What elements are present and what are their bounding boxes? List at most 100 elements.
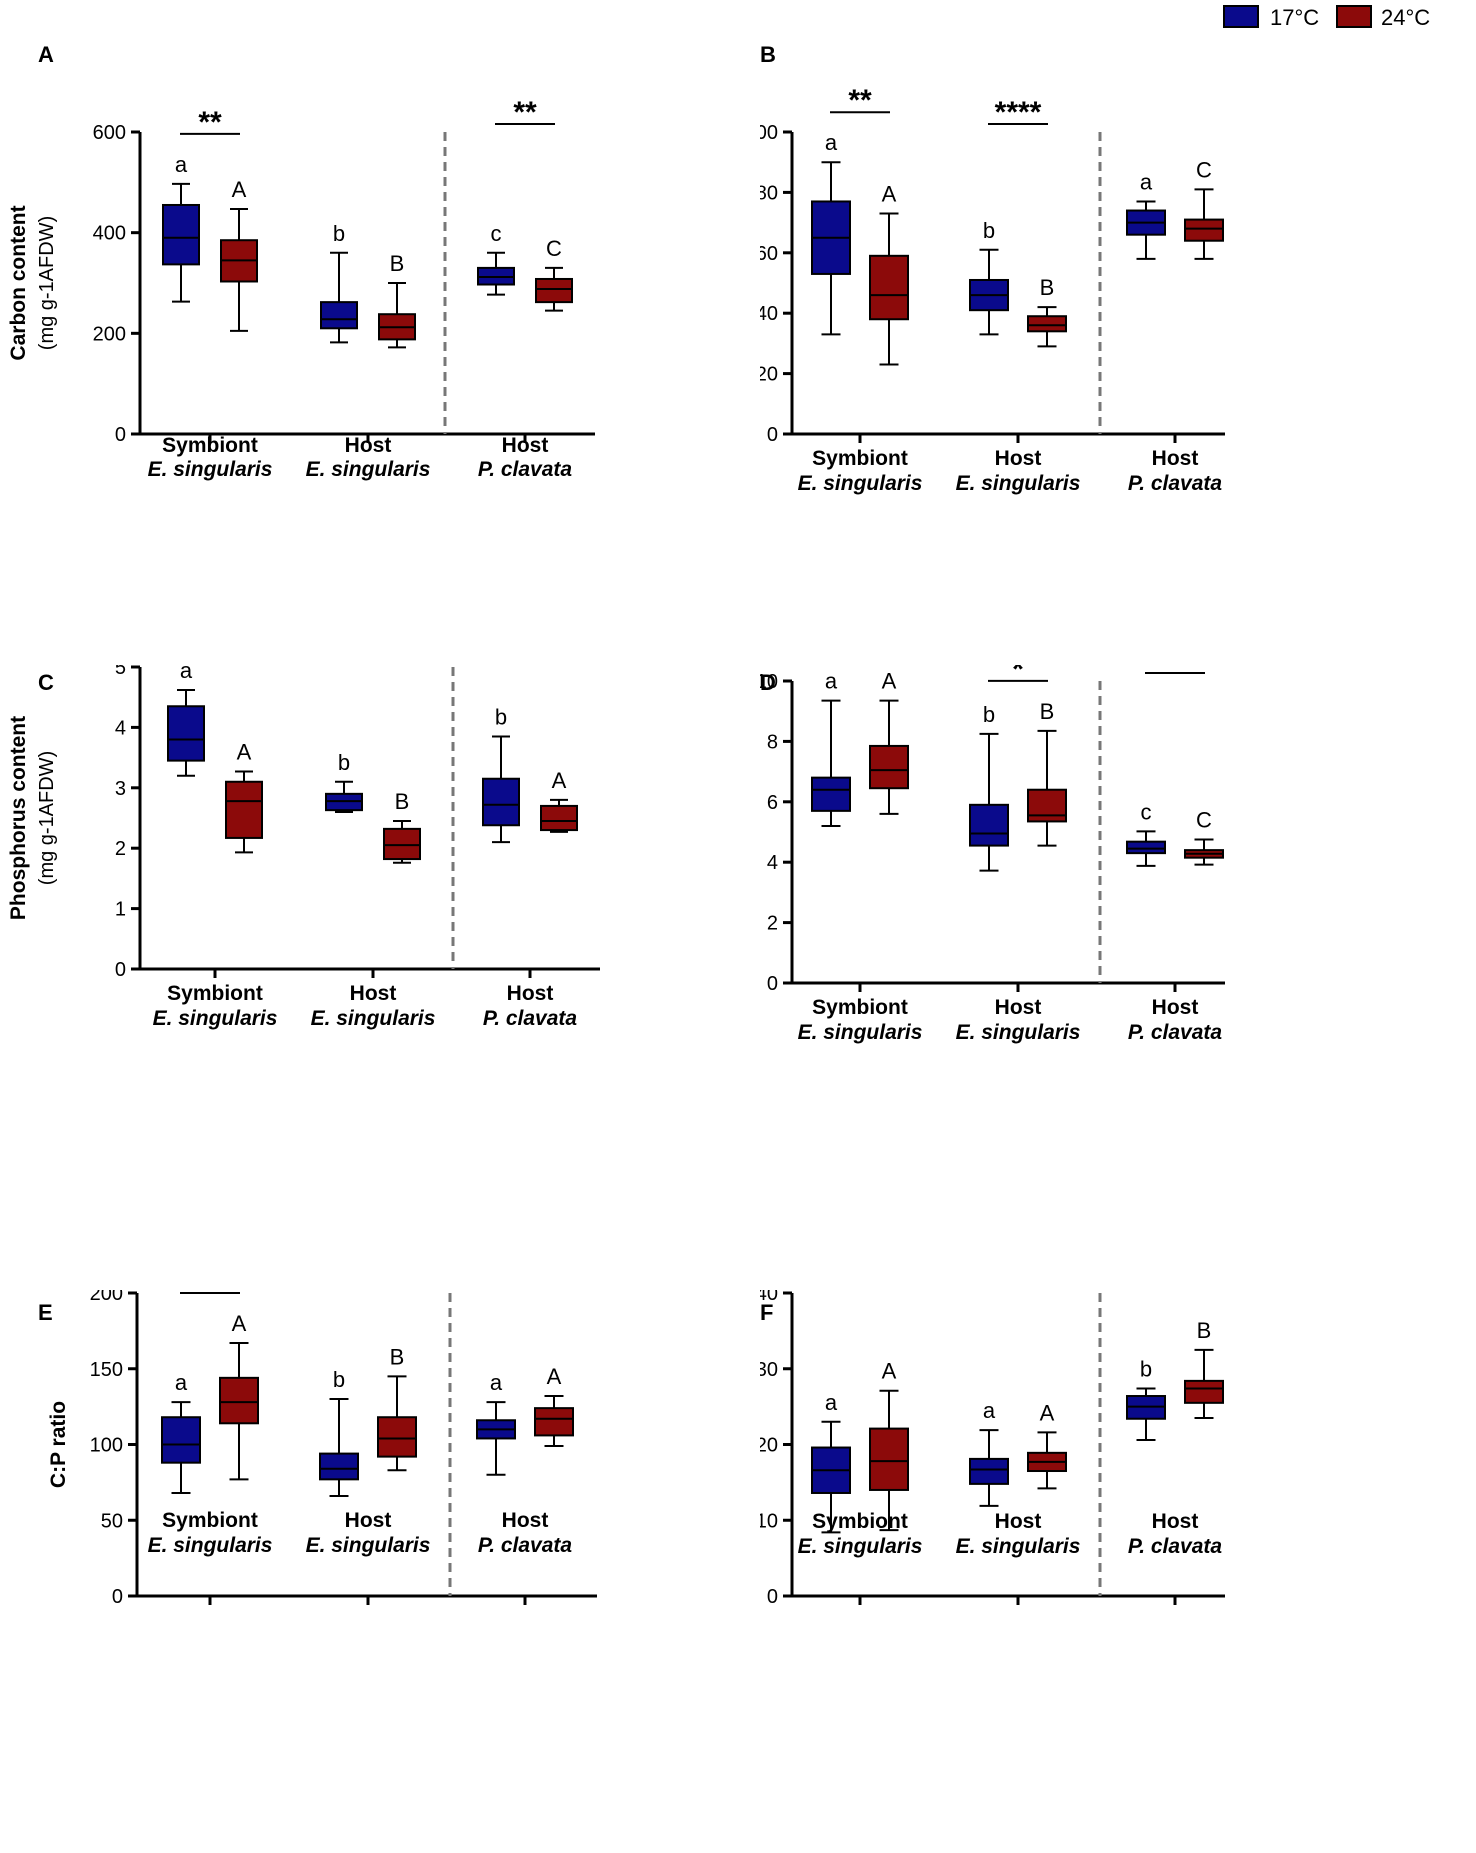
x-group-label: Symbiont <box>812 1510 908 1533</box>
box-24c-group0: A <box>225 739 263 854</box>
x-group-label: Symbiont <box>167 982 263 1005</box>
x-group-species: E. singularis <box>798 472 923 495</box>
box-24c-group2: C <box>535 236 573 312</box>
y-tick-label: 8 <box>767 731 778 753</box>
y-tick-label: 5 <box>115 665 126 679</box>
x-group-label: Symbiont <box>812 447 908 470</box>
panel-letter: B <box>760 42 776 67</box>
stat-letter: A <box>552 768 567 793</box>
box-24c-group1: B <box>1027 275 1067 348</box>
box-24c-group2: A <box>534 1364 574 1448</box>
y-tick-label: 1 <box>115 899 126 921</box>
box-17c-group2: b <box>1126 1356 1166 1441</box>
significance-stars: ** <box>1163 665 1187 678</box>
panel-C: C Phosphorus content (mg g-1AFDW) 0 1 2 3 4 5 Sym… <box>7 665 600 1030</box>
panel-letter: D <box>760 670 776 695</box>
x-group-species: E. singularis <box>153 1007 278 1030</box>
y-tick-label: 0 <box>767 973 778 995</box>
box-24c-group1: B <box>1027 699 1067 847</box>
x-group-species: E. singularis <box>306 1534 431 1557</box>
box-iqr <box>811 776 851 812</box>
box-17c-group0: a <box>811 1390 851 1534</box>
y-tick-label: 150 <box>90 1359 123 1381</box>
stat-letter: a <box>490 1370 503 1395</box>
box-17c-group2: a <box>1126 169 1166 260</box>
significance-stars: **** <box>995 96 1042 129</box>
stat-letter: B <box>395 789 410 814</box>
stat-letter: b <box>495 704 507 729</box>
box-24c-group0: A <box>220 177 258 332</box>
box-iqr <box>1027 788 1067 823</box>
stat-letter: a <box>825 130 838 155</box>
stat-letter: a <box>825 1390 838 1415</box>
box-24c-group1: B <box>378 251 416 349</box>
y-tick-label: 40 <box>760 1290 778 1305</box>
y-tick-label: 4 <box>767 852 778 874</box>
y-axis-label: C:P ratio <box>47 1401 70 1488</box>
box-17c-group0: a <box>161 1370 201 1494</box>
box-iqr <box>869 254 909 321</box>
x-group-label: Host <box>995 1510 1042 1533</box>
stat-letter: B <box>390 251 405 276</box>
box-iqr <box>161 1416 201 1464</box>
y-tick-label: 0 <box>767 424 778 446</box>
panel-letter: C <box>38 670 54 695</box>
panel-letter: E <box>38 1300 53 1325</box>
y-tick-label: 2 <box>115 838 126 860</box>
significance-stars: ** <box>198 106 222 139</box>
box-24c-group0: A <box>869 1359 909 1532</box>
box-24c-group0: A <box>869 182 909 366</box>
box-iqr <box>869 1427 909 1491</box>
y-tick-label: 100 <box>90 1435 123 1457</box>
box-iqr <box>535 277 573 304</box>
x-group-species: P. clavata <box>483 1007 578 1030</box>
box-17c-group1: b <box>969 218 1009 336</box>
box-17c-group1: b <box>325 750 363 813</box>
y-axis-unit: (mg g-1AFDW) <box>36 216 58 350</box>
significance-stars: * <box>1012 665 1024 686</box>
box-iqr <box>320 301 358 330</box>
x-group-species: E. singularis <box>956 472 1081 495</box>
y-tick-label: 2 <box>767 913 778 935</box>
box-iqr <box>540 804 578 832</box>
box-17c-group0: a <box>162 152 200 303</box>
x-group-label: Symbiont <box>812 996 908 1019</box>
box-24c-group1: B <box>377 1344 417 1472</box>
y-axis-label: Phosphorus content <box>7 716 30 920</box>
y-tick-label: 60 <box>760 243 778 265</box>
box-iqr <box>969 1457 1009 1485</box>
stat-letter: C <box>1196 808 1212 833</box>
box-17c-group2: a <box>476 1370 516 1476</box>
y-tick-label: 100 <box>760 122 778 144</box>
stat-letter: a <box>825 669 838 694</box>
x-group-species: E. singularis <box>956 1535 1081 1558</box>
box-iqr <box>219 1376 259 1425</box>
x-group-label: Host <box>502 434 549 457</box>
stat-letter: a <box>175 1370 188 1395</box>
x-group-label: Host <box>995 996 1042 1019</box>
stat-letter: a <box>180 665 193 683</box>
stat-letter: C <box>1196 157 1212 182</box>
x-group-label: Host <box>345 434 392 457</box>
x-group-species: P. clavata <box>1128 472 1223 495</box>
box-24c-group1: B <box>383 789 421 864</box>
stat-letter: A <box>882 1359 897 1384</box>
box-17c-group1: b <box>320 221 358 344</box>
box-iqr <box>383 827 421 861</box>
stat-letter: B <box>390 1344 405 1369</box>
x-group-label: Symbiont <box>162 1509 258 1532</box>
box-17c-group2: b <box>482 704 520 844</box>
panel-letter: F <box>760 1300 773 1325</box>
box-iqr <box>319 1452 359 1481</box>
box-17c-group0: a <box>811 669 851 827</box>
x-group-species: P. clavata <box>1128 1535 1223 1558</box>
y-axis-unit: (mg g-1AFDW) <box>36 751 58 885</box>
x-group-species: E. singularis <box>148 1534 273 1557</box>
y-tick-label: 50 <box>101 1510 123 1532</box>
x-group-species: E. singularis <box>956 1021 1081 1044</box>
y-tick-label: 10 <box>760 671 778 693</box>
y-tick-label: 0 <box>115 959 126 981</box>
